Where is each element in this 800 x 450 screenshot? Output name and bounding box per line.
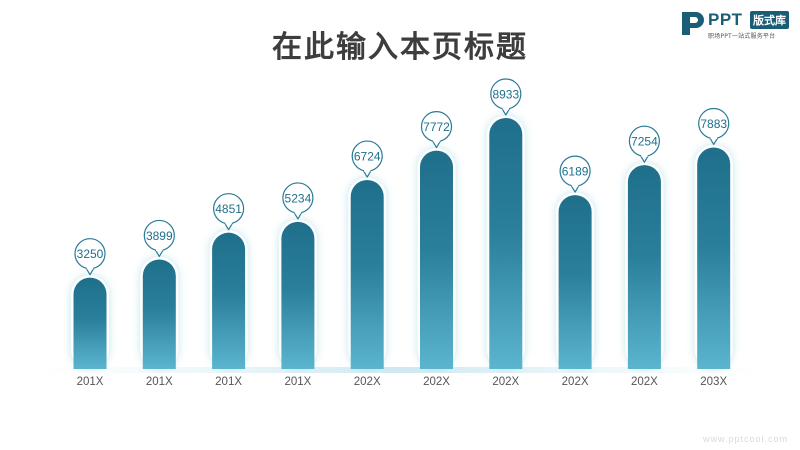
bubble-pointer [224,222,234,231]
data-label: 6724 [354,150,381,164]
p-logo-icon [682,12,704,35]
x-tick-label: 202X [354,376,381,388]
x-tick-label: 201X [215,376,242,388]
x-tick-label: 202X [423,376,450,388]
value-bubble: 6189 [559,155,591,193]
data-label: 8933 [492,87,519,101]
bubble-pointer [362,169,372,178]
x-tick-label: 201X [77,376,104,388]
bubble-pointer [501,107,511,116]
bubble-pointer [154,249,164,258]
bar [281,221,315,369]
x-tick-label: 201X [146,376,173,388]
data-label: 3250 [77,247,104,261]
bubble-pointer [431,140,442,149]
bar [558,195,592,369]
data-label: 7883 [700,117,727,131]
bar [350,180,384,369]
value-bubble: 3250 [74,238,106,276]
bar [697,147,731,369]
value-bubble: 8933 [490,78,522,116]
logo-box-text: 版式库 [750,11,789,29]
x-tick-label: 203X [700,376,727,388]
data-label: 5234 [285,191,312,205]
bubble-pointer [709,137,719,146]
value-bubble: 7883 [698,107,730,146]
data-label: 6189 [562,165,589,179]
x-tick-label: 201X [284,376,311,388]
bubble-pointer [293,211,303,220]
logo-tagline: 职场PPT一站式服务平台 [708,33,776,40]
value-bubble: 7254 [628,125,661,163]
bar [212,232,246,369]
value-bubble: 5234 [282,182,314,220]
x-tick-label: 202X [492,376,519,388]
value-bubble: 3899 [143,219,175,258]
bubble-pointer [85,267,95,276]
data-label: 4851 [215,202,242,216]
value-bubble: 7772 [420,111,453,149]
x-tick-label: 202X [631,376,658,388]
brand-logo: PPT 版式库 职场PPT一站式服务平台 [678,8,796,40]
x-tick-label: 202X [562,376,589,388]
value-bubble: 6724 [351,140,383,178]
value-bubble: 4851 [213,193,245,231]
bar [420,150,453,369]
bubble-pointer [570,184,580,193]
bubble-pointer [639,155,649,163]
data-label: 7772 [423,120,450,134]
bar [73,277,107,369]
data-label: 7254 [631,135,658,149]
bar [489,117,523,370]
page-title: 在此输入本页标题 [272,30,528,65]
bar [142,259,176,369]
watermark: www.pptcool.com [702,434,788,444]
logo-brand-text: PPT [708,10,743,29]
data-label: 3899 [146,229,173,243]
bar [627,165,661,369]
baseline [40,367,760,373]
